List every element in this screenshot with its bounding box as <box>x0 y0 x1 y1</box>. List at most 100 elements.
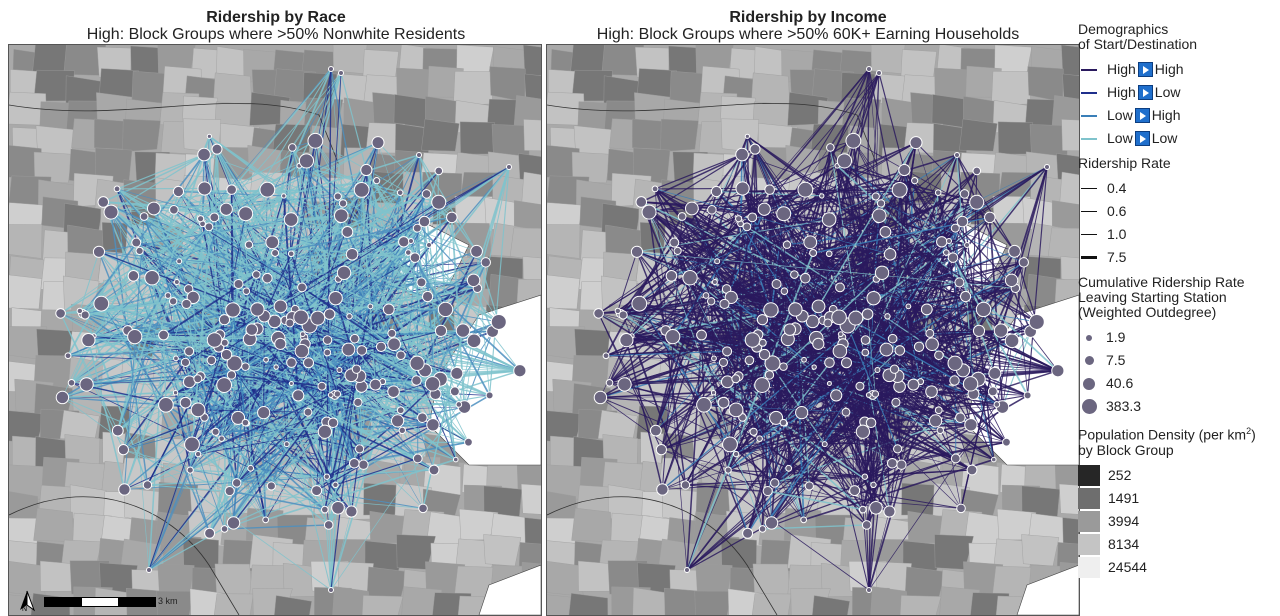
station-node[interactable] <box>168 297 178 306</box>
station-node[interactable] <box>396 350 406 361</box>
station-node[interactable] <box>911 177 919 185</box>
station-node[interactable] <box>947 252 959 263</box>
station-node[interactable] <box>680 480 691 490</box>
station-node[interactable] <box>252 270 261 279</box>
station-node[interactable] <box>285 318 295 328</box>
station-node[interactable] <box>909 136 923 150</box>
station-node[interactable] <box>649 424 662 437</box>
station-node[interactable] <box>811 299 826 314</box>
station-node[interactable] <box>232 478 242 488</box>
station-node[interactable] <box>332 481 339 489</box>
station-node[interactable] <box>962 376 979 392</box>
station-node[interactable] <box>242 287 251 295</box>
station-node[interactable] <box>993 323 1009 338</box>
station-node[interactable] <box>287 250 295 258</box>
station-node[interactable] <box>92 245 106 258</box>
station-node[interactable] <box>619 333 634 348</box>
station-node[interactable] <box>371 136 385 150</box>
station-node[interactable] <box>55 308 66 319</box>
station-node[interactable] <box>299 331 306 338</box>
station-node[interactable] <box>211 143 223 155</box>
station-node[interactable] <box>883 505 896 518</box>
station-node[interactable] <box>480 257 491 268</box>
station-node[interactable] <box>262 516 270 524</box>
station-node[interactable] <box>506 164 512 170</box>
station-node[interactable] <box>266 481 276 491</box>
station-node[interactable] <box>758 338 767 347</box>
station-node[interactable] <box>466 333 482 349</box>
station-node[interactable] <box>64 352 72 360</box>
station-node[interactable] <box>891 397 901 407</box>
station-node[interactable] <box>947 355 963 371</box>
station-node[interactable] <box>336 366 343 373</box>
station-node[interactable] <box>194 450 202 458</box>
station-node[interactable] <box>173 278 180 285</box>
station-node[interactable] <box>176 258 183 265</box>
station-node[interactable] <box>731 374 741 384</box>
station-node[interactable] <box>763 302 779 318</box>
station-node[interactable] <box>614 307 622 315</box>
station-node[interactable] <box>197 181 212 196</box>
station-node[interactable] <box>333 192 342 201</box>
station-node[interactable] <box>717 396 730 409</box>
station-node[interactable] <box>744 355 755 366</box>
station-node[interactable] <box>665 270 678 282</box>
station-node[interactable] <box>825 250 833 258</box>
station-node[interactable] <box>1008 244 1021 258</box>
station-node[interactable] <box>328 587 334 593</box>
station-node[interactable] <box>756 435 763 442</box>
station-node[interactable] <box>710 185 723 198</box>
station-node[interactable] <box>117 444 129 456</box>
station-node[interactable] <box>861 348 870 357</box>
station-node[interactable] <box>411 375 422 386</box>
station-node[interactable] <box>1004 273 1019 288</box>
station-node[interactable] <box>409 355 425 371</box>
station-node[interactable] <box>728 402 744 418</box>
station-node[interactable] <box>298 153 315 169</box>
station-node[interactable] <box>244 240 254 249</box>
station-node[interactable] <box>281 193 287 199</box>
station-node[interactable] <box>328 66 334 72</box>
station-node[interactable] <box>146 201 161 216</box>
station-node[interactable] <box>466 273 481 288</box>
station-node[interactable] <box>231 410 246 425</box>
station-node[interactable] <box>303 407 313 417</box>
station-node[interactable] <box>874 366 881 373</box>
station-node[interactable] <box>988 366 1002 380</box>
station-node[interactable] <box>735 147 749 162</box>
station-node[interactable] <box>769 410 784 425</box>
station-node[interactable] <box>874 265 890 280</box>
station-node[interactable] <box>418 503 428 514</box>
station-node[interactable] <box>103 204 119 220</box>
station-node[interactable] <box>345 247 359 261</box>
station-node[interactable] <box>241 362 250 371</box>
station-node[interactable] <box>783 323 797 336</box>
station-node[interactable] <box>993 401 1001 408</box>
station-node[interactable] <box>391 414 405 428</box>
station-node[interactable] <box>865 417 877 429</box>
station-node[interactable] <box>879 342 894 357</box>
station-node[interactable] <box>891 181 908 198</box>
station-node[interactable] <box>283 441 290 448</box>
station-node[interactable] <box>801 356 807 363</box>
station-node[interactable] <box>841 407 851 417</box>
station-node[interactable] <box>876 70 882 76</box>
station-node[interactable] <box>193 374 203 384</box>
station-node[interactable] <box>946 238 952 244</box>
station-node[interactable] <box>790 270 799 279</box>
station-node[interactable] <box>936 426 944 435</box>
station-node[interactable] <box>274 337 287 350</box>
station-node[interactable] <box>226 370 237 380</box>
station-node[interactable] <box>754 377 771 393</box>
station-node[interactable] <box>630 245 644 258</box>
station-node[interactable] <box>219 202 233 216</box>
station-node[interactable] <box>404 249 412 256</box>
station-node[interactable] <box>226 184 237 195</box>
station-node[interactable] <box>172 185 185 198</box>
station-node[interactable] <box>800 516 808 524</box>
station-node[interactable] <box>271 248 280 257</box>
station-node[interactable] <box>682 270 698 286</box>
station-node[interactable] <box>824 357 835 368</box>
station-node[interactable] <box>804 481 814 491</box>
station-node[interactable] <box>146 567 152 573</box>
